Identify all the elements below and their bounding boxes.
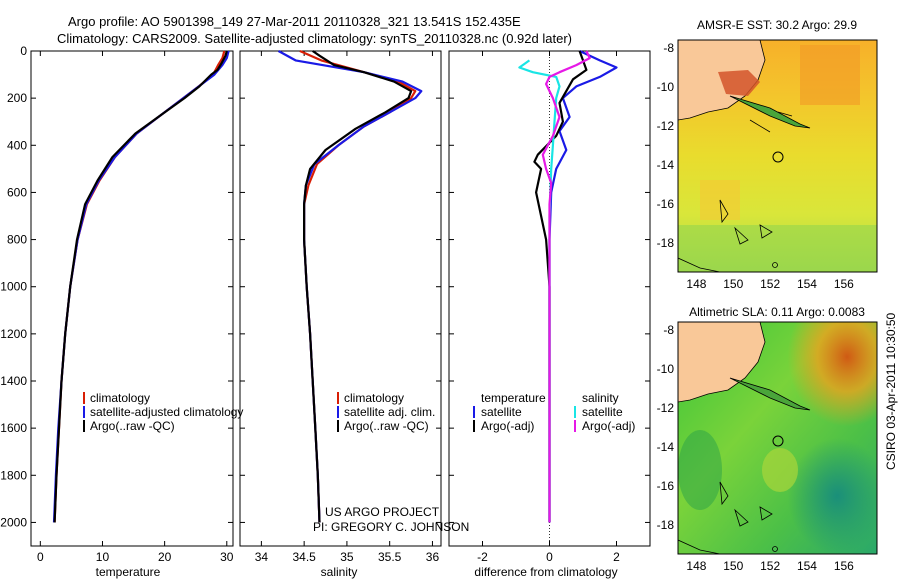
sla-map-xtick-label: 148 <box>686 559 706 573</box>
temperature-legend: climatology satellite-adjusted climatolo… <box>83 391 243 433</box>
legend-label-temp-argo: Argo(-adj) <box>481 419 534 433</box>
legend-label-argo: Argo(..raw -QC) <box>90 419 175 433</box>
legend-label-sal-satellite: satellite <box>582 405 623 419</box>
depth-ytick-label: 200 <box>7 91 27 105</box>
sst-map-ytick-label: -10 <box>657 80 675 94</box>
sst-map-xtick-label: 154 <box>797 277 817 291</box>
salinity-axes-box <box>239 50 442 547</box>
salinity-xtick-label: 34 <box>255 550 269 564</box>
sla-map-ytick-label: -12 <box>657 401 675 415</box>
difference-legend: temperature satellite Argo(-adj) salinit… <box>473 391 635 433</box>
sst-map-frame <box>677 39 878 273</box>
sst-islands <box>729 95 811 133</box>
legend-label-climatology: climatology <box>344 391 404 405</box>
sst-reefs <box>719 199 773 245</box>
temperature-xtick-label: 20 <box>158 550 172 564</box>
temperature-axes-box <box>30 50 234 547</box>
sst-map-xtick-label: 152 <box>760 277 780 291</box>
legend-label-sal-argo: Argo(-adj) <box>582 419 635 433</box>
difference-xtick-label: 0 <box>546 550 553 564</box>
sla-map-frame <box>677 321 878 555</box>
argo-float-marker <box>772 435 784 447</box>
salinity-xlabel: salinity <box>321 565 358 579</box>
salinity-series-argo-raw-qc <box>303 50 413 523</box>
salinity-xtick-label: 35.5 <box>378 550 402 564</box>
sla-islands <box>729 377 811 411</box>
sla-map-xtick-label: 152 <box>760 559 780 573</box>
sla-map-xtick-label: 154 <box>797 559 817 573</box>
sla-map-ytick-label: -16 <box>657 479 675 493</box>
depth-ytick-label: 800 <box>7 233 27 247</box>
difference-xtick-label: 2 <box>613 550 620 564</box>
sla-coast-bottom <box>678 539 721 554</box>
sla-map: Altimetric SLA: 0.11 Argo: 0.0083 <box>677 305 878 555</box>
legend-label-satellite: satellite-adjusted climatology <box>90 405 243 419</box>
sst-map-ytick-label: -18 <box>657 236 675 250</box>
depth-ytick-label: 400 <box>7 138 27 152</box>
small-marker <box>772 262 778 268</box>
legend-label-satellite: satellite adj. clim. <box>344 405 435 419</box>
temperature-series-argo-raw-qc <box>53 50 228 523</box>
sla-map-ytick-label: -14 <box>657 440 675 454</box>
header-line-2: Climatology: CARS2009. Satellite-adjuste… <box>57 31 572 46</box>
depth-ytick-label: 600 <box>7 185 27 199</box>
salinity-panel: salinity <box>239 50 442 579</box>
salinity-legend: climatology satellite adj. clim. Argo(..… <box>337 391 435 433</box>
difference-xlabel: difference from climatology <box>474 565 617 579</box>
sst-coast-bottom <box>678 257 721 272</box>
difference-xtick-label: -2 <box>477 550 488 564</box>
temperature-xtick-label: 10 <box>96 550 110 564</box>
depth-ytick-label: 1800 <box>0 468 27 482</box>
legend-label-temp-satellite: satellite <box>481 405 522 419</box>
legend-label-argo: Argo(..raw -QC) <box>344 419 429 433</box>
depth-ytick-label: 2000 <box>0 515 27 529</box>
temperature-xlabel: temperature <box>96 565 161 579</box>
sla-reefs <box>719 481 773 527</box>
project-line-2: PI: GREGORY C. JOHNSON <box>313 520 469 534</box>
sst-cloud-patch <box>718 70 760 96</box>
salinity-xtick-label: 35 <box>340 550 354 564</box>
sla-map-xtick-label: 150 <box>723 559 743 573</box>
sst-map-ytick-label: -8 <box>663 41 674 55</box>
salinity-xtick-label: 36 <box>426 550 440 564</box>
small-marker <box>772 546 778 552</box>
sst-map-xtick-label: 148 <box>686 277 706 291</box>
sla-map-ytick-label: -18 <box>657 518 675 532</box>
legend-label-climatology: climatology <box>90 391 150 405</box>
sla-map-ytick-label: -8 <box>663 323 674 337</box>
sla-map-xtick-label: 156 <box>834 559 854 573</box>
salinity-xtick-label: 34.5 <box>292 550 316 564</box>
sst-map-xtick-label: 150 <box>723 277 743 291</box>
sst-map: AMSR-E SST: 30.2 Argo: 29.9 <box>677 18 878 273</box>
sst-map-title: AMSR-E SST: 30.2 Argo: 29.9 <box>697 18 857 32</box>
temperature-xtick-label: 30 <box>220 550 234 564</box>
argo-float-marker <box>772 151 784 163</box>
sla-green-patch <box>678 430 722 510</box>
legend-title-salinity: salinity <box>582 391 619 405</box>
project-line-1: US ARGO PROJECT <box>325 505 440 519</box>
sla-landmass <box>678 322 766 403</box>
sla-map-title: Altimetric SLA: 0.11 Argo: 0.0083 <box>689 305 865 319</box>
sla-map-ytick-label: -10 <box>657 362 675 376</box>
difference-series-salinity-argo-adj <box>541 50 591 523</box>
legend-title-temperature: temperature <box>481 391 546 405</box>
sst-map-ytick-label: -16 <box>657 197 675 211</box>
csiro-timestamp: CSIRO 03-Apr-2011 10:30:50 <box>884 312 898 470</box>
header-line-1: Argo profile: AO 5901398_149 27-Mar-2011… <box>68 14 521 29</box>
depth-ytick-label: 1400 <box>0 374 27 388</box>
depth-ytick-label: 1600 <box>0 421 27 435</box>
depth-ytick-label: 1000 <box>0 280 27 294</box>
sst-map-xtick-label: 156 <box>834 277 854 291</box>
sst-map-ytick-label: -12 <box>657 119 675 133</box>
depth-ytick-label: 1200 <box>0 327 27 341</box>
temperature-panel: temperature <box>30 50 234 579</box>
sst-map-ytick-label: -14 <box>657 158 675 172</box>
depth-ytick-label: 0 <box>20 44 27 58</box>
temperature-xtick-label: 0 <box>37 550 44 564</box>
sst-warm-patch <box>800 45 860 105</box>
sla-yellow-patch <box>762 448 798 492</box>
